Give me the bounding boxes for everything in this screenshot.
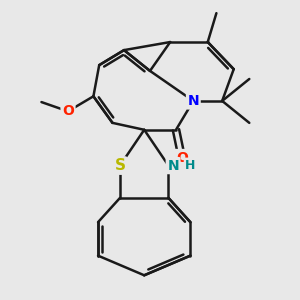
Text: N: N bbox=[167, 159, 179, 172]
Text: O: O bbox=[62, 104, 74, 118]
Text: H: H bbox=[185, 159, 196, 172]
Text: O: O bbox=[176, 151, 188, 164]
Text: N: N bbox=[188, 94, 199, 108]
Text: S: S bbox=[115, 158, 125, 173]
